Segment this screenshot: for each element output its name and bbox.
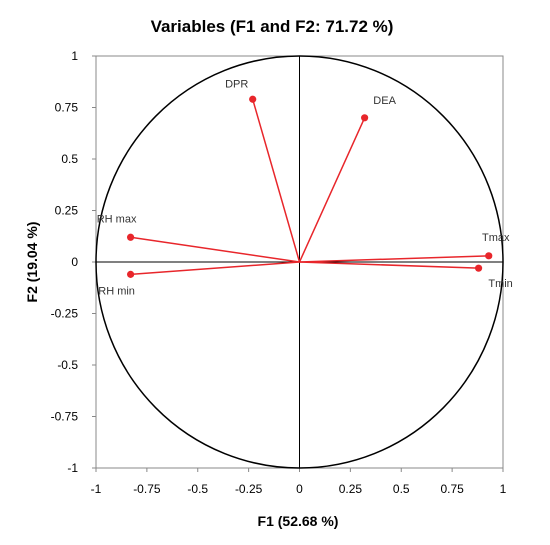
vector-point — [474, 264, 483, 272]
y-tick-label: 1 — [71, 49, 78, 63]
x-axis-title: F1 (52.68 %) — [258, 513, 339, 529]
variable-label: DEA — [373, 95, 396, 107]
y-tick-label: 0 — [71, 255, 78, 269]
vector-point — [126, 233, 135, 241]
vector-line — [130, 261, 300, 276]
y-tick-label: -0.5 — [57, 358, 78, 372]
plot-area: -1 -0.75 -0.5 -0.25 0 0.25 0.5 0.75 1 1 0.75 0.5 0.2… — [51, 49, 513, 496]
variable-label: Tmin — [488, 278, 512, 290]
vector-line — [298, 117, 366, 263]
x-tick-label: -1 — [91, 482, 102, 496]
x-tick-label: -0.25 — [235, 482, 263, 496]
x-tick-label: 0.75 — [440, 482, 464, 496]
y-tick-label: -0.25 — [51, 307, 79, 321]
y-tick-label: 0.5 — [61, 152, 78, 166]
vector-point — [361, 114, 369, 122]
variable-label: RH min — [98, 285, 135, 297]
x-tick-label: 0 — [296, 482, 303, 496]
y-tick-label: -1 — [67, 461, 78, 475]
vector-point — [249, 95, 257, 103]
vector-line — [299, 255, 489, 263]
y-axis-title: F2 (19.04 %) — [24, 222, 40, 303]
x-tick-label: -0.5 — [187, 482, 208, 496]
x-tick-label: 1 — [500, 482, 507, 496]
x-tick-label: 0.5 — [393, 482, 410, 496]
vector-line — [130, 236, 300, 263]
vector-point — [126, 270, 135, 278]
variable-label: RH max — [97, 213, 137, 225]
vector-line — [251, 99, 301, 263]
x-tick-label: 0.25 — [339, 482, 363, 496]
chart-title: Variables (F1 and F2: 71.72 %) — [151, 17, 394, 36]
variable-label: Tmax — [482, 232, 510, 244]
vector-point — [485, 252, 493, 260]
y-tick-label: -0.75 — [51, 410, 79, 424]
variable-label: DPR — [225, 78, 248, 90]
x-tick-label: -0.75 — [133, 482, 161, 496]
correlation-circle — [95, 55, 504, 469]
y-tick-label: 0.75 — [55, 101, 79, 115]
vector-line — [299, 261, 479, 269]
y-tick-label: 0.25 — [55, 204, 79, 218]
